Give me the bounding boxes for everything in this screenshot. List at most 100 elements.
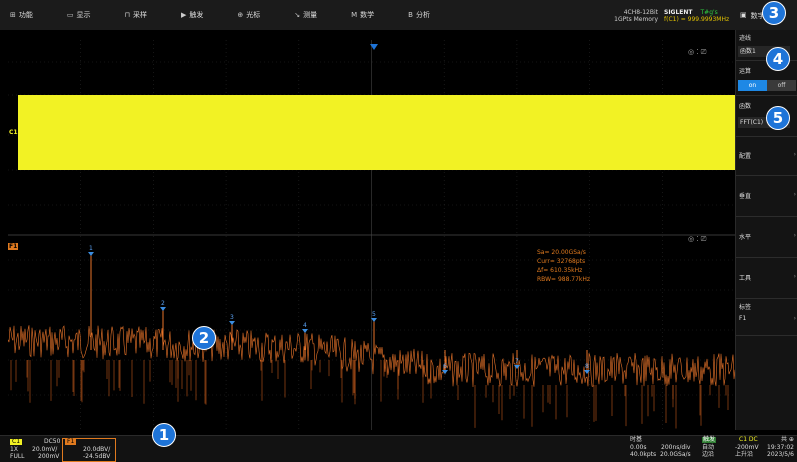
menu-trigger-label: 触发 <box>189 11 204 19</box>
digital-icon: ▣ <box>740 11 747 19</box>
peak-markers: 1 2 3 4 5 6 7 8 <box>88 245 590 374</box>
trigger-title: 触发 <box>702 436 717 443</box>
menu-trigger-icon: ▶ <box>180 11 187 19</box>
clock-date: 2023/5/6 <box>767 451 794 458</box>
config-row[interactable]: 配置 › <box>736 137 797 176</box>
operation-toggle[interactable]: on off <box>738 80 796 91</box>
menu-display[interactable]: ▭ 显示 <box>67 10 91 20</box>
system-menu-icon[interactable]: 共 ⊕ <box>781 436 794 443</box>
c1-name: C1 <box>10 438 23 445</box>
waveform-area[interactable]: ◎ ⁚ ⎚ ◎ ⁚ ⎚ 1 2 3 4 5 6 7 8 <box>8 40 735 430</box>
peak-marker-icon <box>88 252 94 256</box>
memory-spec: 4CH8-12Bit 1GPts Memory <box>598 9 658 23</box>
tools-chevron-icon: › <box>793 273 796 280</box>
c1-channel-tag[interactable]: C1 <box>9 129 18 136</box>
menu-analysis-label: 分析 <box>415 11 430 19</box>
callout-badge-3: 3 <box>762 1 786 25</box>
menu-display-label: 显示 <box>76 11 91 19</box>
trigger-position-marker[interactable] <box>370 44 378 50</box>
trigger-level: -200mV <box>735 444 759 451</box>
timebase-title: 时基 <box>630 436 643 443</box>
menu-cursor[interactable]: ⊕ 光标 <box>237 10 260 20</box>
peak-marker-icon <box>229 321 235 325</box>
digital-button[interactable]: ▣ 数字 <box>740 11 765 21</box>
timebase-points: 40.0kpts <box>630 451 657 458</box>
callout-badge-1: 1 <box>152 423 176 447</box>
c1-waveform-band <box>18 95 735 170</box>
digital-label: 数字 <box>750 12 765 20</box>
vertical-row[interactable]: 垂直 › <box>736 176 797 217</box>
menu-analysis[interactable]: B 分析 <box>408 10 430 20</box>
menu-math[interactable]: M 数学 <box>351 10 374 20</box>
menu-cursor-icon: ⊕ <box>237 11 244 19</box>
tools-label: 工具 <box>739 275 752 282</box>
menu-analysis-icon: B <box>408 11 413 19</box>
timebase-delay: 0.00s <box>630 444 647 451</box>
callout-badge-4: 4 <box>766 47 790 71</box>
menu-trigger[interactable]: ▶ 触发 <box>181 10 203 20</box>
clock-time: 19:37:02 <box>767 444 794 451</box>
menu-function[interactable]: ⊞ 功能 <box>10 10 33 20</box>
fft-spikes <box>10 360 729 429</box>
peak-marker-icon <box>302 329 308 333</box>
function-row[interactable]: 函数 FFT(C1) <box>736 96 797 137</box>
c1-probe: 1X <box>10 446 18 453</box>
menu-math-label: 数学 <box>360 11 375 19</box>
config-label: 配置 <box>739 153 752 160</box>
function-select[interactable]: FFT(C1) <box>738 117 790 128</box>
peak-marker-label: 2 <box>161 300 165 307</box>
function-label: 函数 <box>739 103 752 110</box>
f1-channel-tag[interactable]: F1 <box>8 243 19 250</box>
main-menu: ⊞ 功能 ▭ 显示 ⊓ 采样 ▶ 触发 ⊕ 光标 ↘ 测量 M 数学 B 分析 <box>0 0 454 30</box>
c1-channel-info[interactable]: C1 DC50 1X 20.0mV/ FULL 200mV <box>8 438 63 460</box>
menu-acquire-icon: ⊓ <box>124 11 130 19</box>
trace-label: 迹线 <box>739 35 752 42</box>
timebase-rate: 20.0GSa/s <box>660 451 691 458</box>
brand-name: SIGLENT <box>664 9 693 16</box>
bottom-status-bar: C1 DC50 1X 20.0mV/ FULL 200mV F1 20.0dBV… <box>0 435 797 462</box>
menu-acquire-label: 采样 <box>132 11 147 19</box>
peak-marker-icon <box>584 370 590 374</box>
sample-rate-status: T#g's <box>700 9 718 16</box>
zoom-controls-lower[interactable]: ◎ ⁚ ⎚ <box>688 235 707 243</box>
fft-points: Curr= 32768pts <box>537 258 586 265</box>
horizontal-row[interactable]: 水平 › <box>736 217 797 258</box>
timebase-scale: 200ns/div <box>661 444 691 451</box>
peak-marker-icon <box>442 370 448 374</box>
peak-marker-label: 8 <box>585 363 589 370</box>
trace-select[interactable]: 函数1 <box>738 46 790 57</box>
spec-line-1: 4CH8-12Bit <box>623 9 658 16</box>
fft-rbw: RBW= 988.77kHz <box>537 276 591 283</box>
c1-coupling: DC50 <box>44 438 61 445</box>
fft-delta-f: Δf= 610.35kHz <box>537 267 583 274</box>
horizontal-chevron-icon: › <box>793 232 796 239</box>
peak-marker-icon <box>160 307 166 311</box>
peak-marker-label: 6 <box>443 363 447 370</box>
tools-row[interactable]: 工具 › <box>736 258 797 299</box>
f1-scale: 20.0dBV/ <box>83 446 111 453</box>
vertical-label: 垂直 <box>739 193 752 200</box>
menu-function-icon: ⊞ <box>10 11 16 19</box>
operation-on[interactable]: on <box>738 80 767 91</box>
menu-acquire[interactable]: ⊓ 采样 <box>125 10 147 20</box>
waveform-svg: ◎ ⁚ ⎚ ◎ ⁚ ⎚ 1 2 3 4 5 6 7 8 <box>8 40 735 430</box>
peak-marker-icon <box>371 318 377 322</box>
c1-bandwidth: FULL <box>10 453 25 460</box>
horizontal-label: 水平 <box>739 234 752 241</box>
callout-badge-5: 5 <box>766 106 790 130</box>
math-side-panel: 迹线 函数1 运算 on off 函数 FFT(C1) 配置 › 垂直 › 水平… <box>735 30 797 430</box>
operation-off[interactable]: off <box>767 80 796 91</box>
f1-name: F1 <box>65 438 77 445</box>
peak-marker-label: 3 <box>230 314 234 321</box>
menu-measure-label: 测量 <box>303 11 318 19</box>
f1-channel-info[interactable]: F1 20.0dBV/ -24.5dBV <box>62 438 116 462</box>
peak-marker-icon <box>514 365 520 369</box>
label-row[interactable]: 标签 F1 › <box>736 299 797 336</box>
menu-math-icon: M <box>351 11 358 19</box>
zoom-controls-upper[interactable]: ◎ ⁚ ⎚ <box>688 48 707 56</box>
menu-measure[interactable]: ↘ 测量 <box>294 10 317 20</box>
peak-marker-label: 7 <box>515 358 519 365</box>
c1-offset: 200mV <box>38 453 60 460</box>
peak-marker-label: 4 <box>303 322 307 329</box>
operation-row: 运算 on off <box>736 61 797 96</box>
